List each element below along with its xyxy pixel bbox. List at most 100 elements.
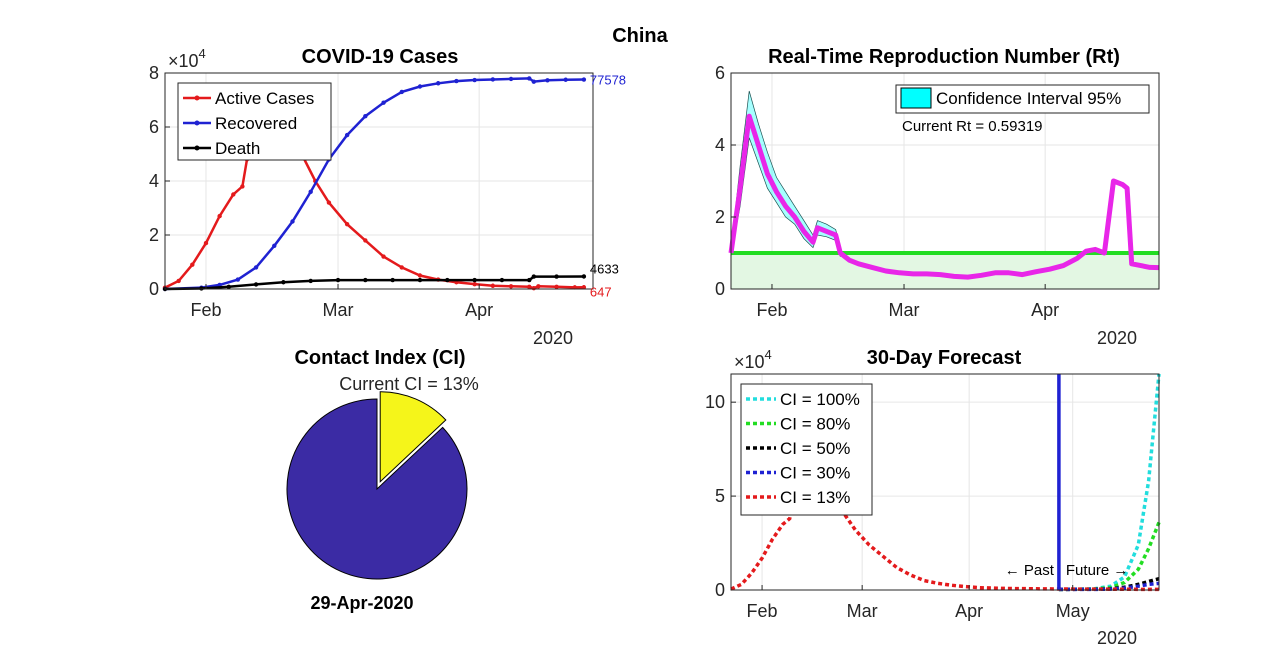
point-recovered-3 [235,277,241,282]
point-recovered-13 [417,84,423,89]
point-death-11 [472,277,477,283]
forecast-legend-label-ci-50-: CI = 50% [780,439,850,458]
forecast-y-multiplier-exp: 4 [765,347,772,362]
end-label-death: 4633 [590,261,619,276]
forecast-chart: 30-Day Forecast ×104 ← Past Future → 0 5 10… [705,347,1161,648]
point-recovered-19 [527,76,532,81]
cases-legend-entries: Active Cases Recovered Death [183,89,314,158]
legend-marker-recovered [194,120,200,126]
point-death-4 [281,280,286,285]
cases-title: COVID-19 Cases [302,46,459,68]
forecast-x-ticks: Feb Mar Apr May [747,585,1090,621]
rt-x-ticks: Feb Mar Apr [756,284,1059,320]
point-recovered-11 [381,100,386,105]
point-recovered-17 [490,77,496,82]
point-death-7 [363,277,368,283]
point-recovered-18 [508,76,514,82]
point-active-cases-25 [531,285,537,291]
point-active-cases-22 [490,283,496,288]
point-active-cases-15 [363,238,368,243]
p4-ytick-label-0: 0 [715,580,725,600]
forecast-legend-label-ci-30-: CI = 30% [780,464,850,483]
point-death-5 [308,278,313,284]
point-active-cases-21 [472,281,477,287]
forecast-y-multiplier: ×104 [734,347,772,372]
end-label-recovered: 77578 [590,73,626,88]
p2-ytick-label-0: 0 [715,279,725,299]
ci-date-label: 29-Apr-2020 [310,593,413,613]
point-death-16 [581,274,587,279]
forecast-line-ci-30- [1058,581,1160,592]
point-death-3 [253,282,259,287]
point-death-13 [527,277,532,283]
rt-below-threshold-shade [731,253,1159,289]
point-recovered-5 [272,243,277,248]
forecast-legend-label-ci-100-: CI = 100% [780,390,860,409]
p2-xtick-label-2: Apr [1031,300,1059,320]
forecast-legend-entries: CI = 100% CI = 80% CI = 50% CI = 30% CI = 13… [746,390,860,507]
cases-year-label: 2020 [533,328,573,348]
point-death-8 [390,277,395,283]
rt-title: Real-Time Reproduction Number (Rt) [768,46,1120,68]
legend-label-death: Death [215,139,260,158]
cases-end-labels: 647 77578 4633 [590,73,626,300]
p4-xtick-label-1: Mar [847,601,878,621]
cases-y-multiplier-exp: 4 [199,46,206,61]
rt-current-annotation: Current Rt = 0.59319 [902,118,1043,135]
legend-marker-death [194,145,200,151]
point-recovered-10 [363,114,368,119]
point-active-cases-3 [203,240,209,246]
rt-confidence-band [730,90,841,257]
suptitle: China [612,25,668,47]
p1-xtick-label-2: Apr [465,300,493,320]
cases-x-ticks: Feb Mar Apr [190,284,493,320]
point-death-10 [445,277,450,283]
forecast-past-label: ← Past [1005,562,1055,579]
contact-index-chart: Contact Index (CI) Current CI = 13% 29-A… [286,347,479,613]
point-active-cases-17 [399,265,404,270]
point-recovered-22 [563,77,568,82]
point-recovered-23 [581,77,587,82]
p4-xtick-label-2: Apr [955,601,983,621]
cases-y-ticks: 0 2 4 6 8 [149,63,170,299]
point-active-cases-6 [240,184,245,189]
p1-xtick-label-0: Feb [190,300,221,320]
point-active-cases-24 [527,284,532,290]
rt-chart: Real-Time Reproduction Number (Rt) 0246 … [715,46,1160,348]
point-active-cases-4 [217,213,222,219]
point-death-9 [417,277,423,283]
point-recovered-4 [253,265,259,270]
cases-y-multiplier-base: ×10 [168,51,199,71]
forecast-divider-group: ← Past Future → [1005,374,1129,590]
point-active-cases-16 [381,254,386,259]
point-recovered-20 [531,79,537,84]
forecast-line-ci-80- [1058,521,1161,592]
point-recovered-12 [399,89,404,95]
forecast-legend: CI = 100% CI = 80% CI = 50% CI = 30% CI = 13… [740,383,873,516]
p1-xtick-label-1: Mar [323,300,354,320]
point-death-6 [335,277,341,283]
ci-current-label: Current CI = 13% [339,374,479,394]
point-recovered-9 [344,132,350,138]
point-active-cases-29 [581,285,587,290]
forecast-title: 30-Day Forecast [867,347,1022,369]
pie-slice-0 [286,398,468,580]
point-death-14 [531,274,537,279]
point-death-12 [499,277,505,283]
p1-ytick-label-1: 2 [149,225,159,245]
legend-marker-active-cases [194,95,200,101]
ci-title: Contact Index (CI) [294,347,465,369]
point-death-1 [199,286,204,291]
point-active-cases-13 [326,200,332,205]
legend-label-recovered: Recovered [215,114,297,133]
rt-axes-box [730,72,1160,290]
point-active-cases-1 [176,278,181,284]
forecast-line-ci-100- [1058,373,1161,592]
rt-series [728,90,1160,289]
forecast-series [730,373,1161,592]
forecast-future-label: Future → [1066,562,1129,579]
p2-ytick-label-1: 2 [715,207,725,227]
point-recovered-14 [435,81,441,86]
point-recovered-6 [290,219,295,224]
